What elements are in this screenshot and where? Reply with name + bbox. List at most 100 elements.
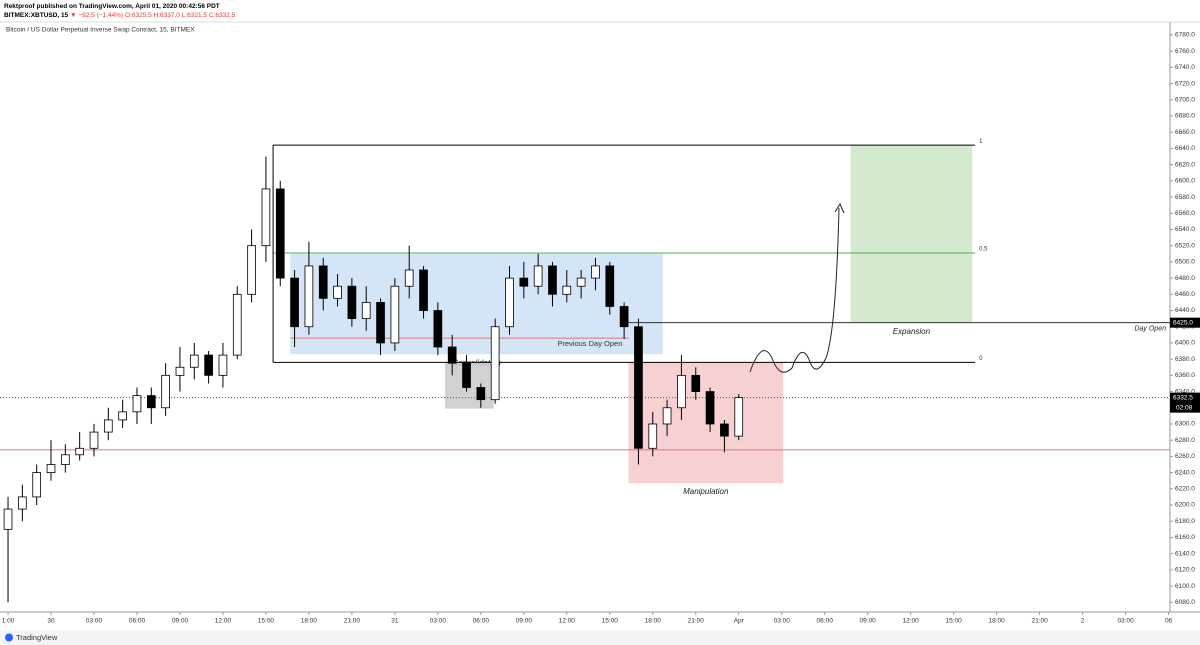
candle-body <box>318 265 328 299</box>
x-tick-label: 09:00 <box>860 618 877 625</box>
last-price-badge <box>1170 392 1200 413</box>
candle-body <box>734 397 744 437</box>
ohlc: O:6325.5 H:6337.0 L:6321.5 C:6332.5 <box>124 12 236 19</box>
y-tick-label: 6520.0 <box>1175 242 1195 249</box>
y-tick-label: 6080.0 <box>1175 599 1195 606</box>
x-tick-label: 12:00 <box>903 618 920 625</box>
countdown-text: 02:08 <box>1176 404 1193 411</box>
candle-body <box>261 188 271 247</box>
x-tick-label: 03:00 <box>774 618 791 625</box>
chart-title: Bitcoin / US Dollar Perpetual Inverse Sw… <box>6 27 195 34</box>
candle-body <box>146 395 156 409</box>
candle-body <box>548 265 557 295</box>
symbol: BITMEX:XBTUSD, 15 <box>4 12 69 19</box>
candle-body <box>519 277 529 287</box>
y-tick-label: 6600.0 <box>1175 178 1195 185</box>
candle-body <box>562 285 572 295</box>
day-open-badge <box>1170 317 1200 328</box>
x-tick-label: 12:00 <box>215 618 232 625</box>
last-price-text: 6332.5 <box>1173 394 1193 401</box>
footer-bar <box>0 630 1200 645</box>
candle-body <box>419 269 428 311</box>
candle-body <box>189 354 199 368</box>
y-tick-label: 6460.0 <box>1175 291 1195 298</box>
candle-body <box>476 387 486 401</box>
zone-box <box>850 145 973 323</box>
y-tick-label: 6560.0 <box>1175 210 1195 217</box>
candle-body <box>691 374 701 392</box>
x-tick-label: 09:00 <box>516 618 533 625</box>
x-tick-label: 03:00 <box>1117 618 1134 625</box>
y-tick-label: 6640.0 <box>1175 145 1195 152</box>
y-tick-label: 6140.0 <box>1175 550 1195 557</box>
candle-body <box>32 472 42 498</box>
y-tick-label: 6700.0 <box>1175 97 1195 104</box>
y-tick-label: 6680.0 <box>1175 113 1195 120</box>
y-tick-label: 6160.0 <box>1175 534 1195 541</box>
candle-body <box>304 265 314 328</box>
candle-body <box>3 508 13 530</box>
y-tick-label: 6660.0 <box>1175 129 1195 136</box>
x-tick-label: 21:00 <box>688 618 705 625</box>
candle-body <box>132 395 142 413</box>
y-tick-label: 6480.0 <box>1175 275 1195 282</box>
forecast-path <box>749 207 840 373</box>
candle-body <box>447 346 457 364</box>
x-tick-label: Apr <box>734 618 745 625</box>
candle-body <box>103 419 113 433</box>
candle-body <box>390 285 400 344</box>
candle-body <box>161 374 170 409</box>
candle-body <box>361 302 371 320</box>
logo <box>5 633 13 642</box>
day-open-label: Day Open <box>1134 326 1166 333</box>
y-tick-label: 6620.0 <box>1175 161 1195 168</box>
candle-body <box>118 411 127 421</box>
y-tick-label: 6340.0 <box>1175 388 1195 395</box>
fib-label: 0.5 <box>979 247 988 253</box>
y-tick-label: 6780.0 <box>1175 32 1195 39</box>
candle-body <box>404 269 414 287</box>
candle-body <box>720 423 729 437</box>
author: Rektproof published on TradingView.com, … <box>4 3 220 10</box>
x-tick-label: 18:00 <box>645 618 662 625</box>
axes: 6080.0 6100.0 6120.0 6140.0 6160.0 6180.0 6200… <box>2 32 1200 625</box>
x-tick-label: 06:00 <box>473 618 490 625</box>
candle-body <box>648 423 658 449</box>
price-line-label: Previous Day Open <box>557 339 622 348</box>
candle-body <box>462 362 471 388</box>
x-tick-label: 06:00 <box>129 618 146 625</box>
y-tick-label: 6300.0 <box>1175 421 1195 428</box>
x-tick-label: 2 <box>1081 618 1085 625</box>
x-tick-label: 18:00 <box>988 618 1005 625</box>
candle-body <box>247 245 256 295</box>
y-tick-label: 6720.0 <box>1175 80 1195 87</box>
candle-body <box>533 265 543 287</box>
candle-body <box>591 265 600 279</box>
candle-body <box>218 354 228 376</box>
y-tick-label: 6240.0 <box>1175 469 1195 476</box>
y-tick-label: 6260.0 <box>1175 453 1195 460</box>
candles <box>3 156 744 603</box>
candle-body <box>490 326 500 401</box>
day-open-badge-text: 6425.0 <box>1173 319 1193 326</box>
candle-body <box>204 354 213 376</box>
x-tick-label: 09:00 <box>172 618 189 625</box>
y-tick-label: 6100.0 <box>1175 583 1195 590</box>
y-tick-label: 6180.0 <box>1175 518 1195 525</box>
y-tick-label: 6740.0 <box>1175 64 1195 71</box>
header: Rektproof published on TradingView.com, … <box>0 0 1200 22</box>
fib-label: 0 <box>979 356 983 362</box>
candle-body <box>60 454 70 465</box>
candle-body <box>46 464 56 474</box>
candle-body <box>677 374 686 409</box>
forecast-arrow <box>834 202 845 214</box>
x-tick-label: 15:00 <box>258 618 275 625</box>
candle-body <box>275 188 285 279</box>
x-tick-label: 31 <box>391 618 399 625</box>
y-tick-label: 6760.0 <box>1175 48 1195 55</box>
x-tick-label: 15:00 <box>602 618 619 625</box>
fib-label: 1 <box>979 139 983 145</box>
x-tick-label: 06:00 <box>817 618 834 625</box>
